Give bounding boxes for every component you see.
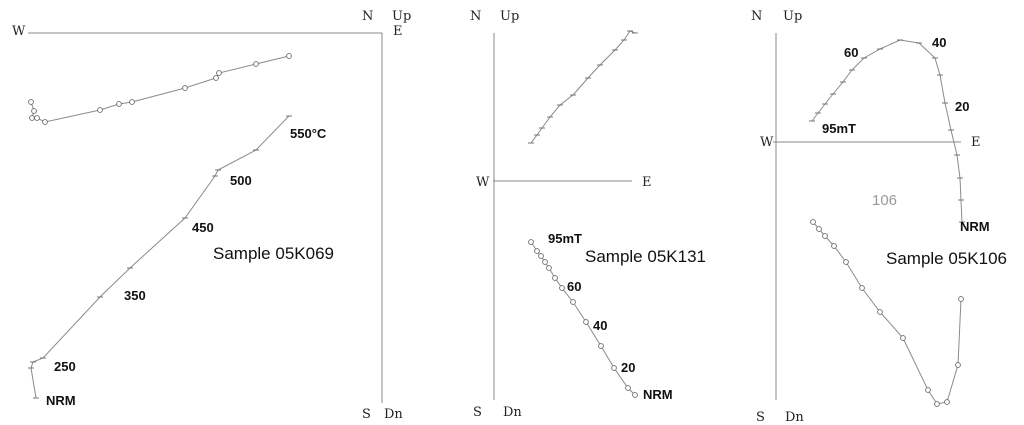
step-label-nrm: NRM: [960, 219, 990, 234]
horizontal-step-marker: [900, 335, 906, 341]
horizontal-step-marker: [116, 101, 122, 107]
step-label-450: 450: [192, 220, 214, 235]
horizontal-step-marker: [859, 285, 865, 291]
horizontal-projection-markers: [809, 39, 965, 223]
horizontal-step-marker: [552, 275, 558, 281]
step-label-nrm: NRM: [46, 393, 76, 408]
horizontal-step-marker: [97, 107, 103, 113]
axis-label-east: E: [642, 175, 652, 190]
horizontal-step-marker: [182, 85, 188, 91]
horizontal-step-marker: [944, 399, 950, 405]
axis-label-west: W: [476, 175, 490, 190]
horizontal-step-marker: [129, 99, 135, 105]
vertical-projection-markers: [810, 219, 964, 407]
axis-label-south: S: [473, 405, 482, 420]
step-label-95mt: 95mT: [822, 121, 856, 136]
step-label-350: 350: [124, 288, 146, 303]
horizontal-step-marker: [831, 243, 837, 249]
horizontal-step-marker: [286, 53, 292, 59]
axis-label-east: E: [393, 24, 403, 39]
axis-label-east: E: [971, 135, 981, 150]
horizontal-step-marker: [598, 343, 604, 349]
horizontal-projection-trace: [811, 39, 963, 223]
panel-05k131: N Up W E S Dn 95mT 60 40 20 NRM Sample 0…: [470, 9, 706, 420]
horizontal-step-marker: [559, 285, 565, 291]
axis-label-up: Up: [500, 9, 519, 24]
horizontal-step-marker: [528, 239, 534, 245]
axis-label-up: Up: [783, 9, 802, 24]
axis-label-down: Dn: [503, 405, 522, 420]
step-label-40: 40: [932, 35, 946, 50]
axis-label-north: N: [362, 9, 373, 24]
horizontal-step-marker: [934, 401, 940, 407]
sample-label: Sample 05K106: [886, 249, 1007, 268]
axis-label-down: Dn: [785, 410, 804, 425]
axis-label-south: S: [756, 410, 765, 425]
horizontal-projection-trace: [530, 30, 636, 144]
horizontal-step-marker: [570, 299, 576, 305]
horizontal-step-marker: [958, 296, 964, 302]
axis-label-west: W: [12, 24, 26, 39]
specimen-annotation: 106: [872, 192, 897, 209]
axis-label-down: Dn: [384, 407, 403, 422]
horizontal-step-marker: [546, 265, 552, 271]
horizontal-step-marker: [955, 362, 961, 368]
sample-label: Sample 05K131: [585, 247, 706, 266]
step-label-250: 250: [54, 359, 76, 374]
sample-label: Sample 05K069: [213, 244, 334, 263]
vertical-projection-markers: [28, 115, 292, 399]
horizontal-step-marker: [216, 70, 222, 76]
horizontal-step-marker: [31, 108, 37, 114]
step-label-40: 40: [593, 318, 607, 333]
axis-label-south: S: [362, 407, 371, 422]
horizontal-step-marker: [625, 385, 631, 391]
axis-label-north: N: [470, 9, 481, 24]
step-label-550: 550°C: [290, 126, 327, 141]
horizontal-step-marker: [213, 75, 219, 81]
step-label-500: 500: [230, 173, 252, 188]
horizontal-projection-markers: [528, 30, 638, 144]
horizontal-step-marker: [810, 219, 816, 225]
axis-label-north: N: [751, 9, 762, 24]
horizontal-step-marker: [42, 119, 48, 125]
horizontal-step-marker: [877, 309, 883, 315]
horizontal-projection-trace: [30, 55, 290, 123]
step-label-nrm: NRM: [643, 387, 673, 402]
horizontal-step-marker: [28, 99, 34, 105]
step-label-60: 60: [567, 279, 581, 294]
step-label-20: 20: [621, 360, 635, 375]
panel-05k069: N Up W E S Dn 550°C 500 450 350 250 NRM …: [12, 9, 411, 422]
horizontal-step-marker: [925, 387, 931, 393]
axis-label-up: Up: [392, 9, 411, 24]
horizontal-step-marker: [611, 365, 617, 371]
step-label-95mt: 95mT: [548, 231, 582, 246]
step-label-20: 20: [955, 99, 969, 114]
horizontal-step-marker: [822, 233, 828, 239]
axis-label-west: W: [760, 135, 774, 150]
horizontal-step-marker: [253, 61, 259, 67]
horizontal-step-marker: [632, 392, 638, 398]
panel-05k106: N Up W E S Dn 60 40 20 95mT NRM 106 Samp…: [751, 9, 1007, 425]
horizontal-step-marker: [816, 226, 822, 232]
step-label-60: 60: [844, 45, 858, 60]
horizontal-step-marker: [583, 319, 589, 325]
horizontal-projection-markers: [28, 53, 292, 125]
vertical-projection-markers: [528, 239, 638, 398]
horizontal-step-marker: [534, 248, 540, 254]
horizontal-step-marker: [538, 253, 544, 259]
horizontal-step-marker: [29, 115, 35, 121]
horizontal-step-marker: [34, 115, 40, 121]
horizontal-step-marker: [542, 259, 548, 265]
horizontal-step-marker: [843, 259, 849, 265]
